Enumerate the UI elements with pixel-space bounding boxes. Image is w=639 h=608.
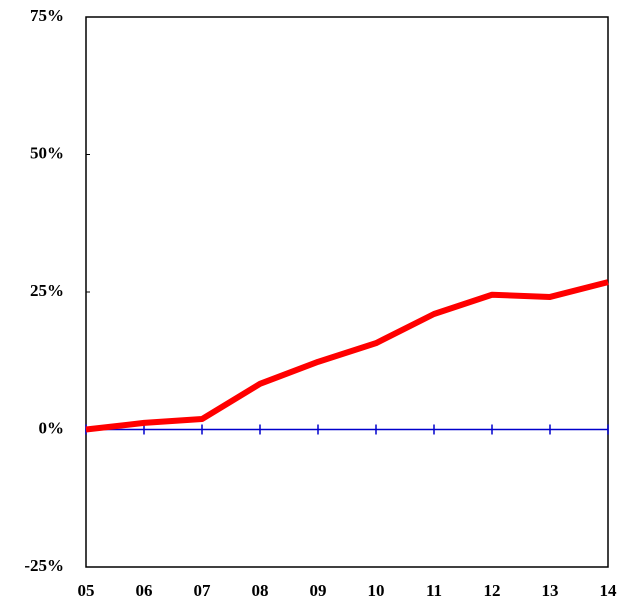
x-tick-label: 11 xyxy=(426,581,442,600)
x-tick-label: 09 xyxy=(310,581,327,600)
y-tick-label: 0% xyxy=(39,418,65,437)
x-tick-label: 12 xyxy=(484,581,501,600)
y-tick-label: 50% xyxy=(30,143,64,162)
x-tick-label: 06 xyxy=(136,581,153,600)
y-tick-label: -25% xyxy=(24,556,64,575)
x-tick-label: 08 xyxy=(252,581,269,600)
x-tick-label: 10 xyxy=(368,581,385,600)
x-tick-label: 13 xyxy=(542,581,559,600)
series-line xyxy=(85,279,609,433)
x-tick-label: 07 xyxy=(194,581,212,600)
y-tick-label: 25% xyxy=(30,281,64,300)
y-tick-label: 75% xyxy=(30,6,64,25)
x-tick-label: 14 xyxy=(600,581,618,600)
plot-frame xyxy=(85,16,609,568)
x-tick-label: 05 xyxy=(78,581,95,600)
